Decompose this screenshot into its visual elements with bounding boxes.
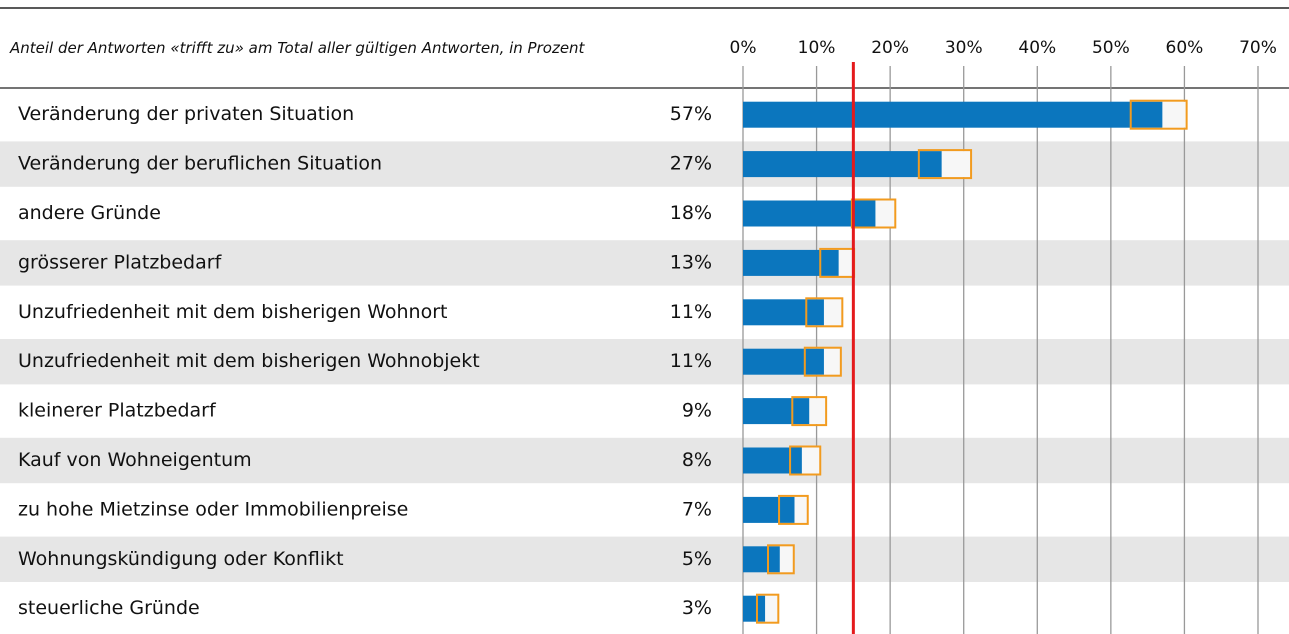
category-label: kleinerer Platzbedarf <box>18 400 217 422</box>
ci-box <box>789 445 822 476</box>
row-band <box>0 536 1289 582</box>
subtitle: Anteil der Antworten «trifft zu» am Tota… <box>10 39 585 57</box>
row-band <box>0 141 1289 187</box>
category-label: andere Gründe <box>18 202 161 224</box>
value-label: 11% <box>670 350 712 372</box>
bar <box>743 447 802 474</box>
bar <box>743 101 1163 128</box>
bar <box>743 249 839 276</box>
bar <box>743 398 810 425</box>
bar <box>743 200 876 227</box>
value-label: 18% <box>670 202 712 224</box>
ci-box <box>1129 99 1188 130</box>
ci-box <box>791 396 828 427</box>
bar <box>743 151 942 178</box>
category-label: steuerliche Gründe <box>18 597 200 619</box>
x-tick-label: 30% <box>945 38 983 58</box>
value-label: 13% <box>670 251 712 273</box>
bar <box>743 546 780 573</box>
x-tick-label: 20% <box>871 38 909 58</box>
category-label: Wohnungskündigung oder Konflikt <box>18 548 344 570</box>
bar <box>743 348 824 375</box>
value-label: 3% <box>682 597 712 619</box>
category-label: Veränderung der privaten Situation <box>18 103 354 125</box>
row-band <box>0 437 1289 484</box>
ci-box <box>917 149 973 180</box>
value-label: 7% <box>682 498 712 520</box>
value-label: 11% <box>670 301 712 323</box>
row-band <box>0 240 1289 286</box>
x-tick-label: 70% <box>1239 38 1277 58</box>
category-label: Kauf von Wohneigentum <box>18 449 252 471</box>
ci-box <box>767 544 795 575</box>
x-tick-label: 40% <box>1018 38 1056 58</box>
value-label: 9% <box>682 400 712 422</box>
row-band <box>0 339 1289 385</box>
category-label: zu hohe Mietzinse oder Immobilienpreise <box>18 498 408 520</box>
value-label: 57% <box>670 103 712 125</box>
category-label: Unzufriedenheit mit dem bisherigen Wohno… <box>18 301 447 323</box>
ci-box <box>755 593 780 624</box>
ci-box <box>778 494 809 525</box>
value-label: 27% <box>670 153 712 175</box>
bar <box>743 299 824 326</box>
bar <box>743 496 795 523</box>
category-label: Veränderung der beruflichen Situation <box>18 153 382 175</box>
x-tick-label: 50% <box>1092 38 1130 58</box>
x-tick-label: 10% <box>798 38 836 58</box>
bar <box>743 595 766 622</box>
x-tick-label: 60% <box>1166 38 1204 58</box>
ci-box <box>805 297 844 328</box>
x-tick-label: 0% <box>730 38 757 58</box>
value-label: 5% <box>682 548 712 570</box>
category-label: Unzufriedenheit mit dem bisherigen Wohno… <box>18 350 480 372</box>
row-backgrounds <box>0 141 1289 582</box>
value-label: 8% <box>682 449 712 471</box>
ci-box <box>803 346 842 377</box>
category-label: grösserer Platzbedarf <box>18 251 223 273</box>
